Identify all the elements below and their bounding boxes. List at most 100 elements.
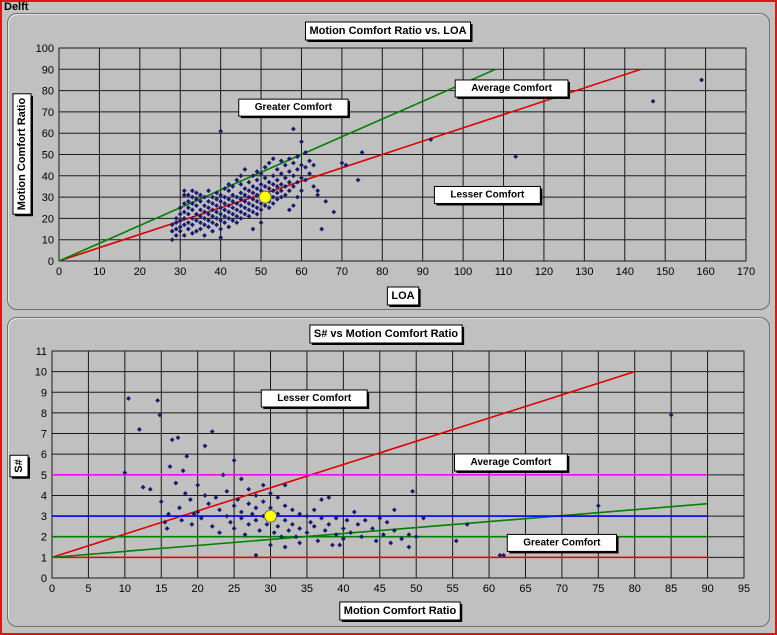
top-data-point (202, 233, 207, 238)
bottom-data-point (260, 499, 266, 505)
bottom-data-point (399, 536, 405, 542)
bottom-data-point (595, 503, 601, 509)
top-data-point (262, 184, 268, 189)
bottom-x-tick-label: 85 (665, 583, 677, 595)
top-data-point (173, 226, 179, 232)
top-data-point (226, 196, 232, 202)
bottom-data-point (180, 468, 186, 474)
bottom-data-point (202, 493, 208, 498)
top-data-point (513, 154, 519, 160)
top-data-point (282, 192, 288, 198)
bottom-data-point (337, 542, 343, 548)
top-data-point (189, 230, 195, 236)
top-data-point (206, 205, 211, 211)
top-x-tick-label: 90 (417, 266, 429, 278)
top-x-tick-label: 80 (376, 266, 388, 278)
bottom-data-point (220, 472, 226, 478)
top-data-point (274, 167, 280, 172)
top-x-tick-label: 0 (56, 266, 62, 278)
top-x-tick-label: 60 (295, 266, 307, 278)
top-x-tick-label: 110 (495, 266, 513, 278)
top-data-point (185, 205, 191, 211)
bottom-data-point (166, 511, 171, 517)
bottom-x-tick-label: 0 (49, 583, 55, 595)
top-data-point (189, 201, 195, 206)
bottom-data-point (202, 443, 208, 449)
top-data-point (185, 192, 191, 198)
top-data-point (311, 184, 316, 189)
top-data-point (210, 228, 215, 234)
top-y-tick-label: 100 (36, 43, 54, 55)
bottom-data-point (246, 486, 252, 492)
top-annotation: Lesser Comfort (450, 189, 525, 200)
top-data-point (246, 213, 252, 219)
bottom-data-point (410, 488, 415, 494)
bottom-data-point (184, 453, 190, 459)
bottom-data-point (391, 528, 397, 533)
top-data-point (234, 177, 240, 183)
bottom-x-tick-label: 30 (264, 583, 276, 595)
bottom-x-tick-label: 80 (629, 583, 641, 595)
top-data-point (234, 207, 240, 213)
bottom-x-tick-label: 70 (556, 583, 568, 595)
top-data-point (242, 192, 248, 198)
bottom-y-tick-label: 9 (41, 387, 47, 399)
top-data-point (185, 211, 191, 217)
bottom-data-point (340, 526, 346, 531)
top-data-point (262, 175, 268, 181)
top-data-point (226, 224, 232, 230)
bottom-annotation-group: Lesser Comfort (260, 389, 370, 409)
bottom-data-point (140, 484, 146, 490)
top-data-point (185, 226, 191, 232)
top-data-point (218, 198, 224, 204)
top-data-point (250, 184, 256, 189)
top-data-point (290, 203, 296, 209)
top-data-point (238, 196, 244, 202)
bottom-data-point (370, 526, 375, 531)
top-x-tick-label: 20 (134, 266, 146, 278)
bottom-data-point (308, 519, 313, 525)
top-data-point (169, 228, 175, 234)
top-data-point (303, 164, 308, 170)
bottom-data-point (228, 519, 233, 525)
top-data-point (246, 179, 252, 185)
bottom-y-tick-label: 4 (41, 490, 47, 502)
bottom-data-point (421, 515, 426, 521)
bottom-data-point (246, 521, 252, 527)
top-data-point (206, 224, 211, 230)
top-data-point (274, 190, 280, 196)
bottom-data-point (217, 507, 222, 513)
top-data-point (286, 188, 292, 194)
top-data-point (238, 190, 244, 196)
top-data-point (194, 190, 199, 196)
top-data-point (238, 216, 244, 221)
top-data-point (214, 196, 220, 202)
top-data-point (234, 194, 240, 200)
bottom-x-tick-label: 55 (447, 583, 459, 595)
bottom-data-point (326, 495, 332, 500)
bottom-data-point (406, 544, 412, 550)
bottom-x-tick-label: 25 (228, 583, 240, 595)
bottom-data-point (344, 517, 350, 523)
bottom-data-point (198, 515, 204, 521)
bottom-data-point (497, 552, 503, 558)
bottom-data-point (413, 534, 419, 540)
bottom-data-point (213, 495, 219, 500)
bottom-data-point (282, 482, 288, 488)
top-data-point (274, 177, 280, 183)
top-data-point (258, 220, 264, 226)
top-data-point (194, 218, 199, 223)
bottom-data-point (231, 526, 237, 531)
bottom-chart-title-group: S# vs Motion Comfort Ratio (309, 324, 465, 345)
top-chart-title-box (304, 21, 472, 41)
top-data-point (270, 156, 276, 162)
bottom-x-tick-label: 15 (155, 583, 167, 595)
bottom-green-line (51, 502, 708, 559)
bottom-x-tick-label: 40 (337, 583, 349, 595)
bottom-data-point (253, 517, 259, 523)
top-annotation-group: Greater Comfort (238, 98, 351, 119)
bottom-data-point (286, 528, 292, 533)
top-data-point (206, 188, 211, 194)
bottom-data-point (155, 398, 161, 403)
